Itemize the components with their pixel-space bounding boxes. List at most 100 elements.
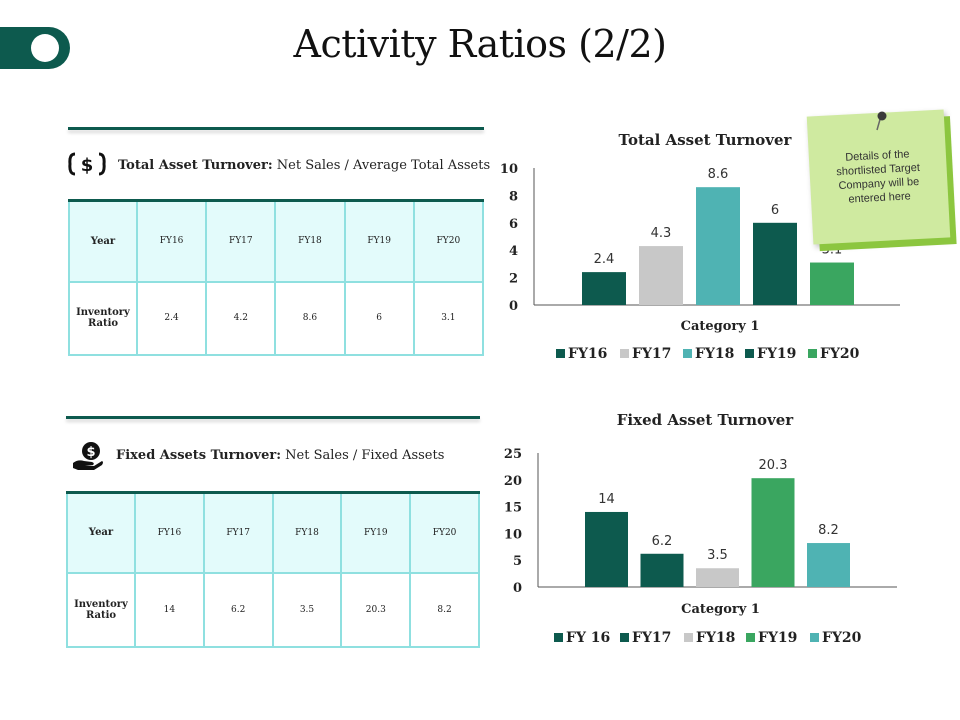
table-header-row: Year FY16 FY17 FY18 FY19 FY20 xyxy=(66,491,480,574)
toggle-switch[interactable] xyxy=(0,27,70,69)
legend-swatch xyxy=(746,633,755,642)
section1-formula: Total Asset Turnover: Net Sales / Averag… xyxy=(118,158,490,173)
data-label: 2.4 xyxy=(594,252,615,267)
data-label: 8.2 xyxy=(818,523,839,538)
table-cell: 3.1 xyxy=(412,280,485,356)
legend-swatch xyxy=(810,633,819,642)
y-tick-label: 5 xyxy=(513,554,522,569)
y-tick-label: 0 xyxy=(513,581,522,596)
table-cell: Inventory Ratio xyxy=(66,571,136,648)
section2-formula: Fixed Assets Turnover: Net Sales / Fixed… xyxy=(116,448,444,463)
table-header-cell: FY20 xyxy=(409,491,480,574)
legend-label: FY17 xyxy=(632,346,671,362)
table-header-cell: Year xyxy=(66,491,136,574)
table-header-cell: FY19 xyxy=(343,199,415,283)
category-label: Category 1 xyxy=(681,319,760,334)
page-title: Activity Ratios (2/2) xyxy=(293,22,667,66)
legend-swatch xyxy=(808,349,817,358)
legend-swatch xyxy=(554,633,563,642)
data-label: 14 xyxy=(598,492,615,507)
section2-rule xyxy=(66,416,480,419)
legend-label: FY16 xyxy=(568,346,607,362)
bar xyxy=(640,553,684,587)
bar xyxy=(585,511,628,587)
section2-formula-text: Net Sales / Fixed Assets xyxy=(281,448,445,463)
chart-title: Fixed Asset Turnover xyxy=(617,411,795,429)
bar xyxy=(807,543,850,587)
legend-label: FY20 xyxy=(822,630,862,646)
data-label: 4.3 xyxy=(651,226,672,241)
section2-formula-title: Fixed Assets Turnover: xyxy=(116,448,282,463)
chart-title: Total Asset Turnover xyxy=(619,131,793,149)
bar xyxy=(753,222,797,305)
category-label: Category 1 xyxy=(681,602,760,617)
y-tick-label: 10 xyxy=(504,527,522,542)
legend-label: FY19 xyxy=(758,630,797,646)
pushpin-icon xyxy=(876,111,887,131)
bar xyxy=(810,262,854,305)
fixed-asset-turnover-chart: Fixed Asset Turnover 0 5 10 15 20 25 14 FY 16 6.2… xyxy=(504,411,897,646)
table-header-cell: FY16 xyxy=(135,199,208,283)
table-cell: 6.2 xyxy=(202,571,274,648)
bar xyxy=(696,187,740,305)
section1-rule xyxy=(68,127,484,130)
data-label: 6.2 xyxy=(652,534,673,549)
table-header-cell: FY17 xyxy=(202,491,274,574)
y-tick-label: 4 xyxy=(509,244,518,259)
legend-label: FY19 xyxy=(757,346,796,362)
table-cell: 8.6 xyxy=(274,280,346,356)
table-cell: 20.3 xyxy=(340,571,412,648)
table-header-row: Year FY16 FY17 FY18 FY19 FY20 xyxy=(68,199,485,283)
legend-swatch xyxy=(684,633,693,642)
y-tick-label: 25 xyxy=(504,447,522,462)
table-cell: 4.2 xyxy=(205,280,277,356)
legend-swatch xyxy=(556,349,565,358)
table-cell: 2.4 xyxy=(135,280,208,356)
table-row: Inventory Ratio 2.4 4.2 8.6 6 3.1 xyxy=(68,280,485,356)
table-header-cell: FY17 xyxy=(205,199,277,283)
y-tick-label: 10 xyxy=(500,162,518,177)
section1-table: Year FY16 FY17 FY18 FY19 FY20 Inventory … xyxy=(68,199,485,356)
legend-swatch xyxy=(620,349,629,358)
table-header-cell: Year xyxy=(68,199,138,283)
table-header-cell: FY18 xyxy=(274,199,346,283)
y-tick-label: 20 xyxy=(504,474,522,489)
table-cell: 3.5 xyxy=(271,571,343,648)
dollar-bracket-icon: $ xyxy=(68,152,106,176)
sticky-note-text: Details of the shortlisted Target Compan… xyxy=(836,148,921,206)
section1-formula-title: Total Asset Turnover: xyxy=(118,158,273,173)
total-asset-turnover-chart: Total Asset Turnover 0 2 4 6 8 10 2.4 FY16 4.3 FY1… xyxy=(500,131,900,362)
bar xyxy=(751,478,795,587)
legend-label: FY18 xyxy=(695,346,734,362)
table-header-cell: FY18 xyxy=(271,491,343,574)
table-cell: Inventory Ratio xyxy=(68,280,138,356)
legend-swatch xyxy=(683,349,692,358)
table-header-cell: FY19 xyxy=(340,491,412,574)
bar xyxy=(582,272,626,305)
y-tick-label: 15 xyxy=(504,501,522,516)
table-row: Inventory Ratio 14 6.2 3.5 20.3 8.2 xyxy=(66,571,480,648)
y-tick-label: 6 xyxy=(509,217,518,232)
toggle-knob xyxy=(31,34,59,62)
data-label: 6 xyxy=(771,203,779,218)
y-tick-label: 8 xyxy=(509,189,518,204)
section1-formula-text: Net Sales / Average Total Assets xyxy=(272,158,491,173)
table-cell: 6 xyxy=(343,280,415,356)
legend-swatch xyxy=(745,349,754,358)
bar xyxy=(639,246,683,305)
y-tick-label: 0 xyxy=(509,299,518,314)
svg-text:$: $ xyxy=(86,445,95,460)
bar xyxy=(696,568,739,587)
hand-money-icon: $ xyxy=(73,442,103,470)
table-header-cell: FY20 xyxy=(412,199,485,283)
table-header-cell: FY16 xyxy=(134,491,205,574)
data-label: 3.5 xyxy=(707,548,728,563)
legend-label: FY20 xyxy=(820,346,860,362)
table-cell: 14 xyxy=(134,571,205,648)
y-tick-label: 2 xyxy=(509,272,518,287)
svg-text:$: $ xyxy=(81,155,94,176)
data-label: 8.6 xyxy=(708,167,729,182)
legend-label: FY 16 xyxy=(566,630,610,646)
data-label: 3.1 xyxy=(822,243,843,258)
legend-label: FY17 xyxy=(632,630,671,646)
